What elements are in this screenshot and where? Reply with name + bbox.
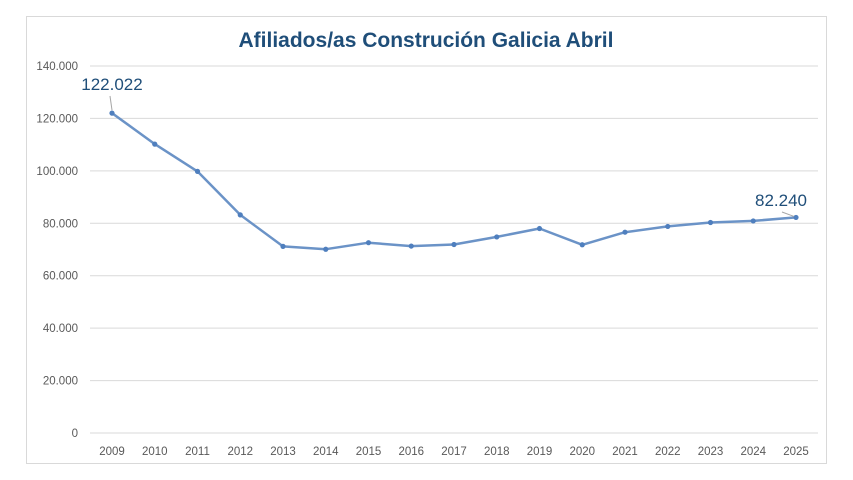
y-tick-label: 0 [72, 428, 78, 440]
series-line-group [109, 110, 799, 252]
x-tick-label: 2013 [270, 446, 296, 458]
data-label-leader [781, 211, 795, 217]
x-tick-label: 2015 [356, 446, 382, 458]
x-tick-label: 2022 [655, 446, 681, 458]
data-point [451, 241, 457, 248]
data-point [793, 214, 799, 221]
data-point [665, 223, 671, 230]
x-tick-label: 2017 [441, 446, 467, 458]
y-tick-label: 120.000 [36, 113, 78, 125]
data-label-leader [109, 95, 113, 111]
data-point [280, 243, 286, 249]
x-tick-label: 2018 [484, 446, 510, 458]
y-tick-label: 60.000 [43, 271, 78, 283]
data-point [622, 229, 628, 235]
y-axis-tick-labels: 0 20.000 40.000 60.000 80.000 100.000 120.000 1… [36, 61, 78, 440]
x-tick-label: 2011 [185, 446, 210, 458]
data-point [109, 110, 115, 116]
x-tick-label: 2012 [227, 446, 253, 458]
data-point [579, 242, 585, 248]
data-point [237, 212, 243, 218]
x-tick-label: 2021 [612, 446, 638, 458]
y-tick-label: 40.000 [43, 323, 78, 335]
chart-border [26, 16, 827, 464]
y-tick-label: 80.000 [43, 218, 78, 230]
x-tick-label: 2016 [398, 446, 424, 458]
x-tick-label: 2014 [313, 446, 339, 458]
y-tick-label: 20.000 [43, 376, 78, 388]
x-tick-label: 2009 [99, 446, 125, 458]
x-tick-label: 2019 [527, 446, 553, 458]
data-point [707, 219, 714, 226]
data-point [536, 225, 543, 232]
data-label: 122.022 [81, 75, 142, 94]
x-tick-label: 2025 [783, 446, 809, 458]
y-tick-label: 100.000 [36, 166, 78, 178]
x-tick-label: 2024 [740, 446, 766, 458]
data-label: 82.240 [755, 191, 807, 210]
data-point [194, 168, 201, 174]
x-axis-tick-labels: 2009 2010 2011 2012 2013 2014 2015 2016 2017 2018… [99, 446, 809, 458]
chart-title: Afiliados/as Construción Galicia Abril [239, 29, 614, 52]
data-point [365, 240, 372, 246]
data-point [494, 234, 500, 240]
data-point [323, 246, 329, 252]
x-tick-label: 2010 [142, 446, 168, 458]
gridlines [90, 65, 818, 434]
data-point [750, 218, 756, 224]
data-point [408, 243, 414, 249]
data-point [152, 141, 158, 147]
data-labels: 122.022 82.240 [81, 75, 807, 217]
x-tick-label: 2023 [698, 446, 724, 458]
y-tick-label: 140.000 [36, 61, 78, 73]
x-tick-label: 2020 [569, 446, 595, 458]
